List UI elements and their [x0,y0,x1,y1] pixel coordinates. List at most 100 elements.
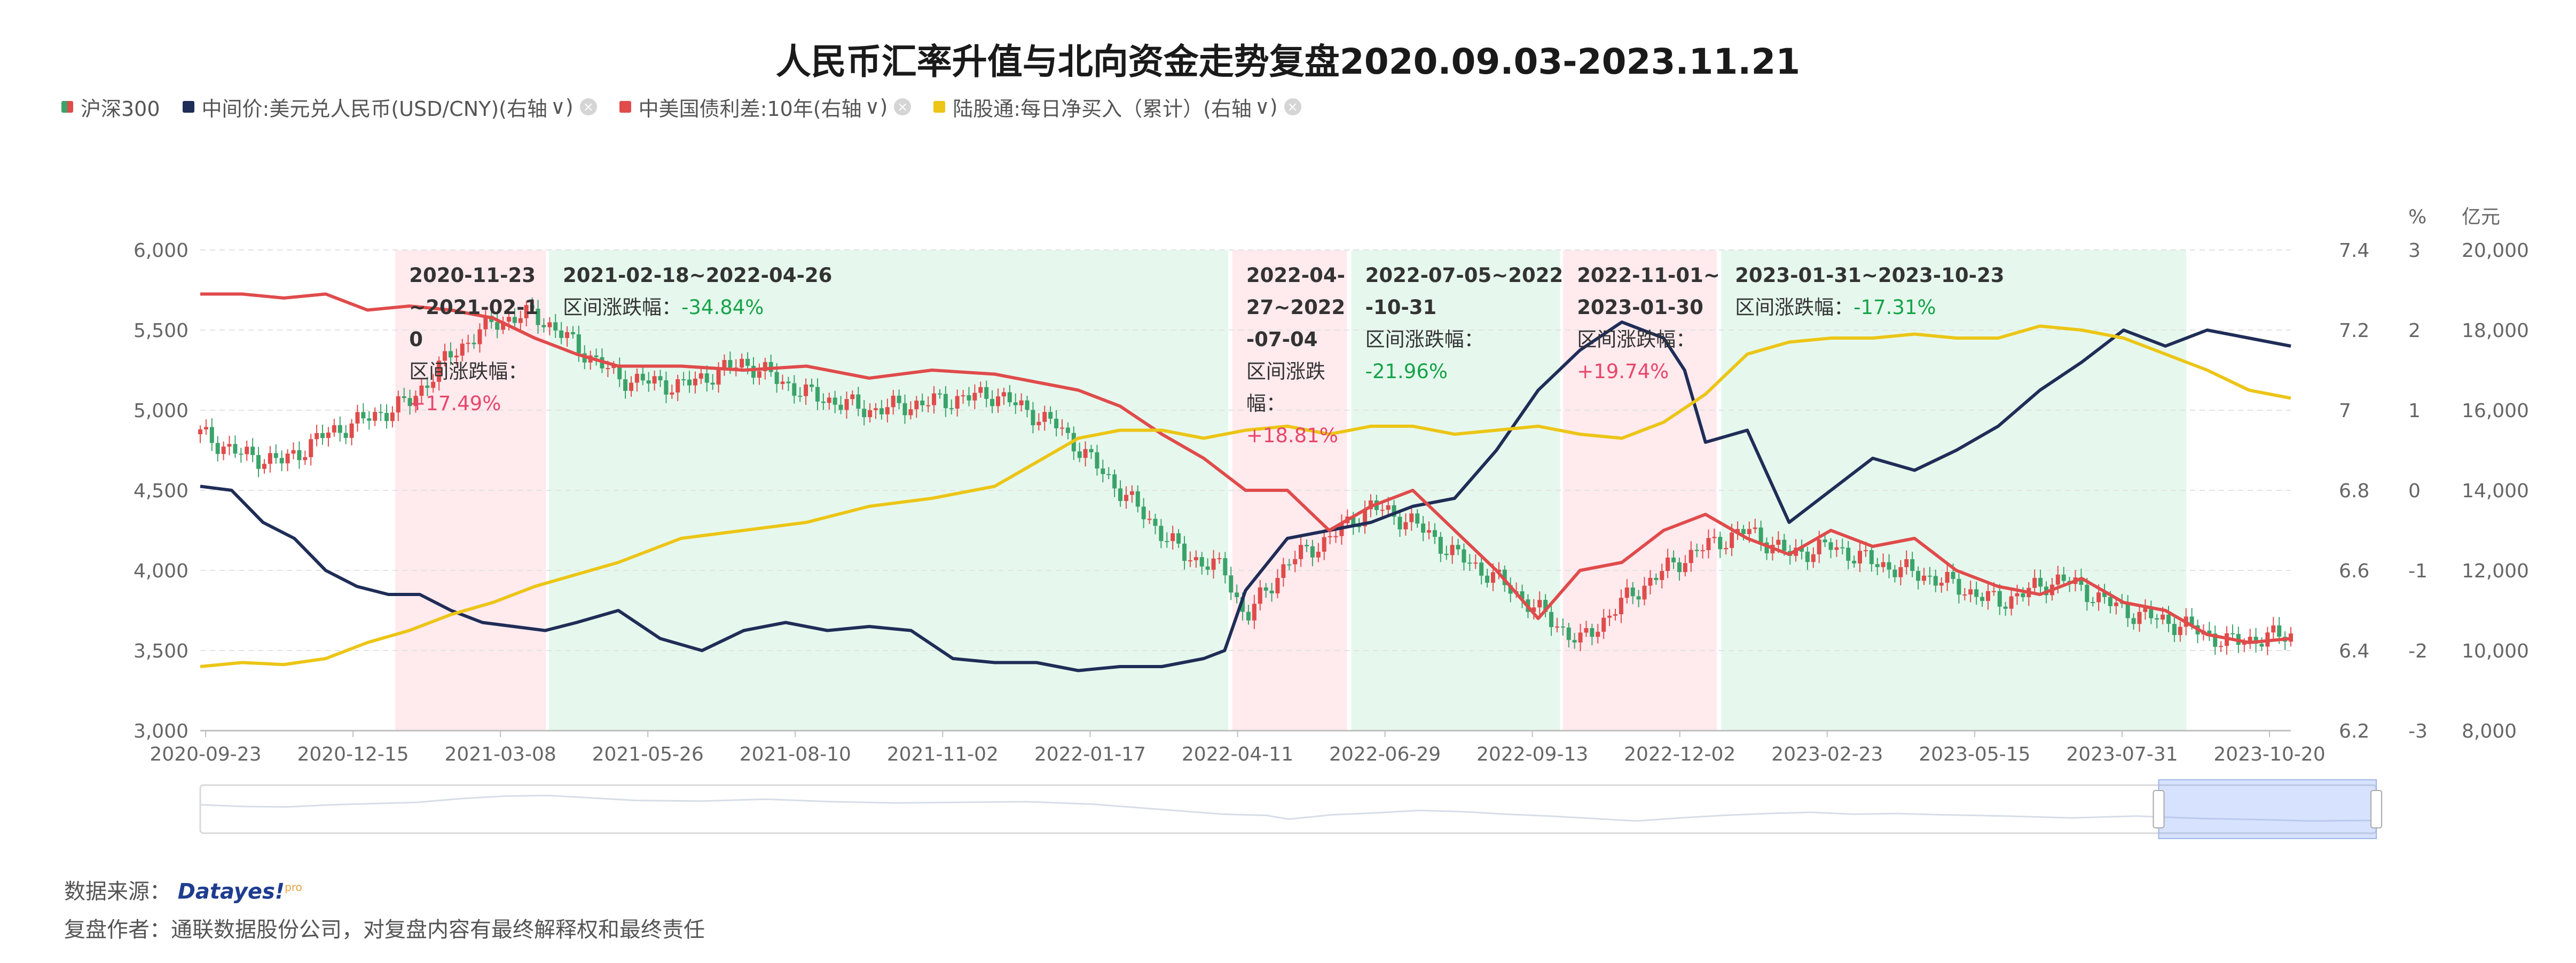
legend-item-usdcny[interactable]: 中间价:美元兑人民币(USD/CNY)(右轴 ∨ ) × [182,92,597,122]
candle-body [1240,597,1245,612]
candle-body [640,373,645,381]
y-tick-label-right: 14,000 [2462,480,2529,502]
candle-body [1223,558,1228,576]
candle-body [1730,533,1734,548]
y-tick-label-right: 7.4 [2339,240,2369,262]
candle-body [1397,516,1402,530]
candle-body [1054,418,1059,428]
chevron-down-icon[interactable]: ∨ [865,95,880,119]
candle-body [1887,562,1891,570]
x-tick-label: 2021-11-02 [887,743,999,765]
candle-body [1677,562,1682,573]
candle-body [268,453,272,464]
candle-body [1904,559,1909,567]
x-tick-label: 2021-03-08 [445,743,556,765]
candle-body [1753,527,1757,529]
candle-body [676,379,680,393]
candle-body [1141,506,1146,520]
y-tick-label-right: 1 [2408,400,2421,422]
candle-body [2289,633,2293,642]
series-color-icon [619,101,631,113]
candle-body [2178,627,2182,635]
candle-body [2032,577,2037,588]
candle-body [1432,530,1437,537]
candle-body [1799,547,1804,552]
candle-body [1328,536,1332,537]
y-tick-label-left: 4,500 [133,480,189,502]
candle-body [553,322,558,331]
candle-body [472,342,476,345]
candle-body [536,308,540,325]
annotation-text: 2020-11-23 [409,264,536,287]
candle-body [1171,533,1175,542]
candle-body [908,409,913,416]
y-tick-label-right: 2 [2408,320,2421,342]
candle-body [1048,412,1053,419]
annotation-text: 区间涨跌幅： [409,360,528,383]
candle-body [2021,593,2025,598]
axis-unit-label: % [2408,206,2426,228]
candle-body [1403,522,1408,530]
candle-body [425,385,430,388]
legend-item-spread[interactable]: 中美国债利差:10年(右轴 ∨ ) × [619,92,912,122]
candle-body [355,412,360,424]
candle-body [343,433,348,438]
candle-body [1543,600,1548,612]
candle-body [1554,626,1559,628]
candle-body [1910,559,1915,571]
candle-body [623,379,628,391]
candle-body [1135,491,1140,507]
datayes-logo-sup: pro [285,881,302,894]
candle-body [2259,644,2264,647]
candle-body [1193,557,1198,560]
candle-body [2213,633,2218,647]
candle-body [303,457,308,460]
range-slider-track [199,784,2377,834]
candle-body [1654,577,1659,581]
range-slider-selection[interactable] [2158,779,2377,839]
candle-body [1188,560,1192,561]
candle-body [209,427,214,443]
remove-series-icon[interactable]: × [894,98,912,115]
chevron-down-icon[interactable]: ∨ [550,95,566,119]
candle-body [1916,570,1921,581]
candle-body [1293,559,1298,565]
y-tick-label-right: 10,000 [2462,640,2529,662]
candle-body [1129,491,1134,495]
legend-item-csi300[interactable]: 沪深300 [61,92,160,122]
candle-body [972,393,977,401]
y-tick-label-left: 3,500 [133,640,189,662]
chevron-down-icon[interactable]: ∨ [1254,95,1270,119]
legend-label: 陆股通:每日净买入（累计）(右轴 [953,97,1252,121]
range-slider-handle[interactable] [2370,790,2382,828]
candle-body [1479,562,1484,576]
legend-item-northbound[interactable]: 陆股通:每日净买入（累计）(右轴 ∨ ) × [933,92,1301,122]
candle-body [2143,608,2148,612]
candle-body [576,334,581,354]
candle-body [373,412,378,421]
candle-body [454,355,459,358]
candle-body [1712,537,1717,538]
candle-body [670,392,674,395]
candle-body [559,330,564,338]
annotation-text: 2021-02-18~2022-04-26 [563,264,832,287]
candle-body [1089,449,1094,452]
candle-body [2015,593,2020,597]
candle-body [2189,616,2194,625]
candle-body [309,439,313,457]
candle-body [495,322,500,330]
range-slider-handle[interactable] [2153,790,2165,828]
candle-body [897,395,901,403]
candle-body [1287,564,1292,566]
candle-body [1182,543,1187,561]
remove-series-icon[interactable]: × [1284,98,1301,115]
candle-body [1666,557,1670,571]
remove-series-icon[interactable]: × [579,98,597,115]
series-color-icon [933,101,946,113]
candle-body [902,403,907,416]
candle-body [2038,577,2043,587]
candle-body [716,368,721,385]
candle-body [402,396,406,398]
candle-body [2079,577,2084,585]
annotation-value: +18.81% [1246,424,1338,447]
